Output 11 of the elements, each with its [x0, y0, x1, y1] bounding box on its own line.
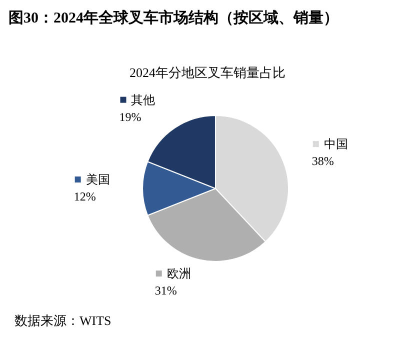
- chart-title: 图30：2024年全球叉车市场结构（按区域、销量）: [8, 8, 338, 26]
- chart-subtitle: 2024年分地区叉车销量占比: [130, 65, 286, 80]
- data-label: 19%: [119, 110, 142, 124]
- legend-label: 欧洲: [166, 266, 191, 281]
- legend-label: 中国: [324, 137, 348, 152]
- data-label: 38%: [312, 154, 334, 168]
- source-note: 数据来源：WITS: [14, 313, 112, 328]
- data-label: 12%: [74, 190, 96, 204]
- legend-label: 其他: [131, 92, 156, 107]
- legend-label: 美国: [86, 172, 110, 186]
- data-label: 31%: [154, 284, 177, 298]
